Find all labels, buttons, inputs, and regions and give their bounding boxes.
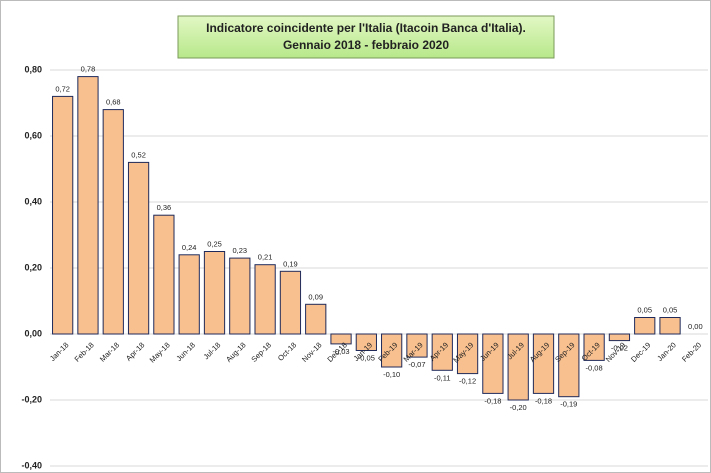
y-tick-label: 0,20: [24, 262, 42, 272]
bar: [634, 317, 656, 335]
value-label: -0,03: [332, 347, 349, 356]
value-label: 0,36: [157, 203, 172, 212]
value-label: -0,12: [459, 377, 476, 386]
y-tick-label: -0,40: [21, 460, 42, 470]
bar: [229, 257, 251, 335]
value-label: 0,05: [663, 305, 678, 314]
value-label: 0,68: [106, 98, 121, 107]
chart-subtitle: Gennaio 2018 - febbraio 2020: [283, 38, 449, 52]
bar: [583, 333, 605, 361]
value-label: 0,78: [81, 65, 96, 74]
bar: [532, 333, 555, 394]
bar: [507, 333, 529, 401]
bar: [330, 333, 352, 345]
value-label: -0,11: [434, 373, 451, 382]
bar: [52, 95, 74, 335]
bar: [558, 333, 580, 398]
value-label: -0,10: [383, 370, 400, 379]
value-label: 0,05: [637, 305, 652, 314]
title-box: [177, 15, 555, 59]
bar: [355, 333, 377, 351]
bar: [456, 333, 479, 375]
value-label: 0,24: [182, 243, 197, 252]
bar: [381, 333, 403, 368]
value-label: -0,18: [484, 396, 501, 405]
value-label: 0,23: [233, 246, 248, 255]
bar: [305, 303, 327, 335]
bar: [608, 333, 631, 342]
chart-title: Indicatore coincidente per l'Italia (Ita…: [206, 21, 526, 35]
y-tick-label: 0,40: [24, 196, 42, 206]
value-label: -0,07: [408, 360, 425, 369]
bar: [102, 109, 124, 335]
value-label: 0,19: [283, 259, 298, 268]
bar: [406, 333, 428, 358]
bar: [659, 317, 681, 335]
bar: [482, 333, 504, 394]
bar: [431, 333, 453, 371]
bar: [203, 251, 226, 335]
value-label: -0,19: [560, 400, 577, 409]
value-label: -0,08: [586, 363, 603, 372]
value-label: -0,05: [358, 353, 375, 362]
value-label: -0,20: [510, 403, 527, 412]
y-tick-label: 0,60: [24, 130, 42, 140]
value-label: -0,02: [611, 344, 628, 353]
y-tick-label: 0,00: [24, 328, 42, 338]
value-label: 0,72: [55, 84, 70, 93]
bar: [254, 264, 276, 335]
y-tick-label: 0,80: [24, 64, 42, 74]
value-label: 0,09: [308, 292, 323, 301]
value-label: -0,18: [535, 396, 552, 405]
bar: [178, 254, 200, 335]
bar: [127, 161, 150, 335]
bar: [77, 76, 99, 335]
bar: [153, 214, 175, 335]
value-label: 0,21: [258, 253, 273, 262]
value-label: 0,25: [207, 239, 222, 248]
bar: [279, 270, 302, 335]
y-tick-label: -0,20: [21, 394, 42, 404]
value-label: 0,52: [131, 150, 146, 159]
value-label: 0,00: [688, 322, 703, 331]
